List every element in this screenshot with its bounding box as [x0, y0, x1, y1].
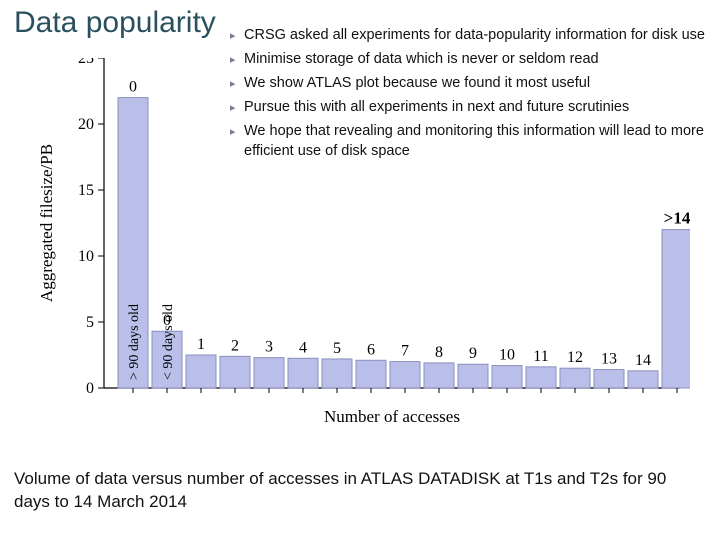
svg-text:0: 0 [129, 79, 137, 96]
svg-text:13: 13 [601, 351, 617, 368]
svg-text:14: 14 [635, 352, 651, 369]
svg-text:5: 5 [86, 314, 94, 331]
svg-text:11: 11 [533, 348, 548, 365]
svg-text:2: 2 [231, 337, 239, 354]
svg-text:1: 1 [197, 336, 205, 353]
svg-text:5: 5 [333, 340, 341, 357]
svg-text:Number of accesses: Number of accesses [324, 407, 460, 426]
svg-text:10: 10 [78, 248, 94, 265]
caption: Volume of data versus number of accesses… [14, 468, 704, 514]
slide-title: Data popularity [14, 6, 216, 40]
svg-text:0: 0 [86, 380, 94, 397]
svg-text:Aggregated filesize/PB: Aggregated filesize/PB [37, 144, 56, 302]
svg-text:>14: >14 [664, 209, 690, 228]
svg-text:12: 12 [567, 349, 583, 366]
bullet-item: ▸CRSG asked all experiments for data-pop… [230, 26, 720, 46]
svg-text:< 90 days old: < 90 days old [161, 304, 176, 380]
svg-text:> 90 days old: > 90 days old [127, 304, 142, 380]
svg-text:15: 15 [78, 182, 94, 199]
svg-text:6: 6 [367, 341, 375, 358]
svg-text:7: 7 [401, 343, 409, 360]
bullet-text: CRSG asked all experiments for data-popu… [244, 26, 720, 46]
triangle-icon: ▸ [230, 26, 244, 46]
svg-text:8: 8 [435, 344, 443, 361]
svg-text:3: 3 [265, 339, 273, 356]
bar-chart: 0510152025Aggregated filesize/PBNumber o… [30, 58, 690, 458]
svg-text:4: 4 [299, 339, 307, 356]
svg-text:20: 20 [78, 116, 94, 133]
svg-text:25: 25 [78, 58, 94, 67]
svg-text:9: 9 [469, 345, 477, 362]
svg-text:10: 10 [499, 347, 515, 364]
